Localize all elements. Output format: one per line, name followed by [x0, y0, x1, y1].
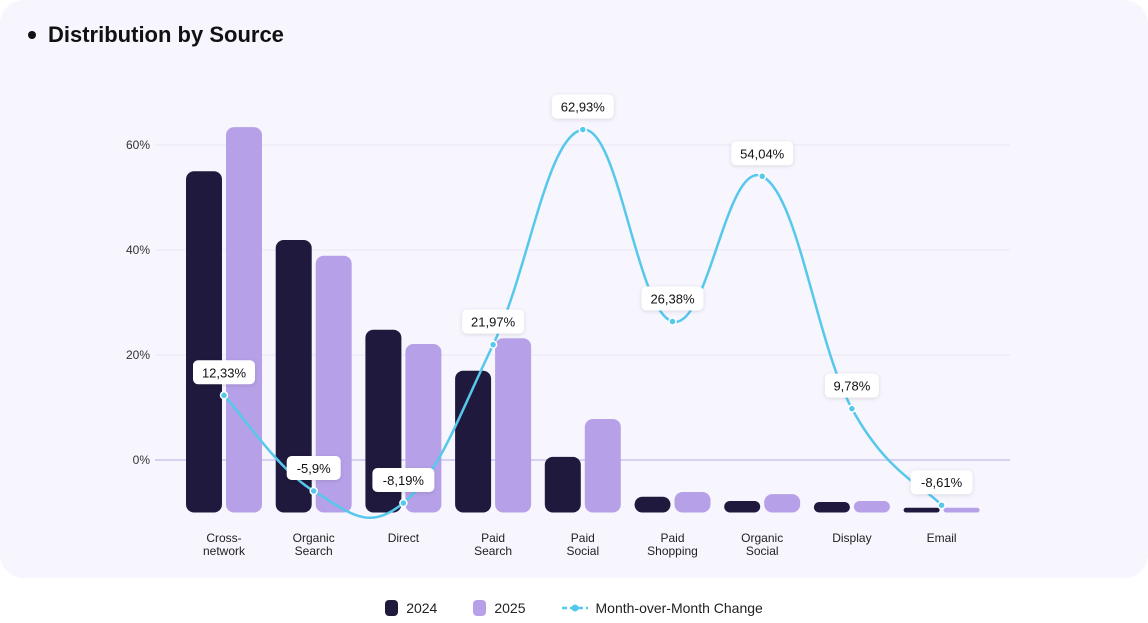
mom-point [488, 340, 498, 349]
bar-2024 [903, 507, 940, 513]
x-tick-label: Search [295, 544, 333, 558]
mom-point [399, 498, 408, 508]
bar-2025 [226, 127, 262, 513]
y-tick-label: 60% [126, 138, 150, 152]
x-tick-label: Direct [388, 531, 420, 545]
bar-2025 [315, 255, 352, 513]
bar-2024 [365, 329, 402, 513]
mom-data-label: -8,61% [910, 470, 973, 495]
data-label-box [551, 94, 614, 119]
mom-data-label: 21,97% [462, 309, 525, 334]
data-label-box [462, 309, 525, 334]
x-tick-label: Paid [571, 531, 595, 545]
data-label-text: 21,97% [471, 315, 516, 330]
y-tick-label: 0% [133, 453, 151, 467]
bar-2024 [724, 500, 761, 513]
mom-point [668, 317, 677, 326]
legend: 2024 2025 Month-over-Month Change [0, 600, 1148, 616]
title-text: Distribution by Source [48, 22, 284, 47]
x-tick-label: Social [566, 544, 599, 558]
data-label-box [824, 373, 879, 398]
data-label-text: 12,33% [202, 365, 247, 380]
bar-2025 [943, 507, 980, 513]
data-label-text: -8,61% [921, 475, 963, 490]
y-tick-label: 20% [126, 348, 150, 362]
data-label-box [910, 470, 973, 495]
x-tick-label: Social [746, 544, 779, 558]
x-tick-label: network [203, 544, 246, 558]
data-label-box [372, 467, 435, 492]
x-tick-label: Organic [741, 531, 783, 545]
bar-2025 [584, 419, 621, 513]
bar-2025 [674, 492, 711, 513]
data-label-box [641, 286, 704, 311]
mom-point [757, 172, 767, 181]
chart-title: Distribution by Source [28, 22, 284, 48]
mom-data-label: -8,19% [372, 467, 435, 492]
legend-2025[interactable]: 2025 [473, 600, 526, 616]
data-label-text: -8,19% [383, 473, 425, 488]
mom-data-label: 12,33% [193, 360, 255, 385]
mom-point [937, 500, 946, 510]
y-tick-label: 40% [126, 243, 150, 257]
mom-point [219, 391, 229, 400]
data-label-text: 9,78% [833, 379, 870, 394]
bar-2025 [853, 500, 890, 513]
bullet-icon [28, 31, 36, 39]
mom-point [847, 404, 857, 413]
data-label-box [731, 141, 794, 166]
mom-point [578, 125, 588, 134]
bar-2024 [275, 240, 312, 513]
bar-2025 [495, 338, 532, 513]
bar-2025 [764, 494, 801, 513]
x-tick-label: Paid [481, 531, 505, 545]
x-tick-label: Display [832, 531, 871, 545]
x-tick-label: Cross- [206, 531, 241, 545]
data-label-text: 54,04% [740, 146, 785, 161]
bar-2024 [544, 456, 581, 513]
mom-data-label: 54,04% [731, 141, 794, 166]
bar-2024 [813, 502, 850, 513]
data-label-box [286, 455, 341, 480]
x-tick-label: Email [927, 531, 957, 545]
bar-2024 [455, 370, 492, 513]
mom-data-label: 9,78% [824, 373, 879, 398]
mom-data-label: 26,38% [641, 286, 704, 311]
data-label-text: -5,9% [297, 461, 331, 476]
mom-data-label: -5,9% [286, 455, 341, 480]
data-label-text: 62,93% [561, 100, 606, 115]
mom-data-label: 62,93% [551, 94, 614, 119]
chart: 0%20%40%60%Cross-networkOrganicSearchDir… [125, 94, 1010, 558]
x-tick-label: Search [474, 544, 512, 558]
mom-line [223, 128, 943, 519]
x-tick-label: Shopping [647, 544, 698, 558]
bar-2024 [186, 171, 222, 513]
bar-2024 [634, 496, 671, 513]
mom-point [309, 486, 318, 496]
x-tick-label: Paid [660, 531, 684, 545]
data-label-box [193, 360, 255, 385]
x-tick-label: Organic [293, 531, 335, 545]
legend-2024[interactable]: 2024 [385, 600, 437, 616]
data-label-text: 26,38% [650, 292, 695, 307]
legend-mom[interactable]: Month-over-Month Change [561, 600, 763, 616]
